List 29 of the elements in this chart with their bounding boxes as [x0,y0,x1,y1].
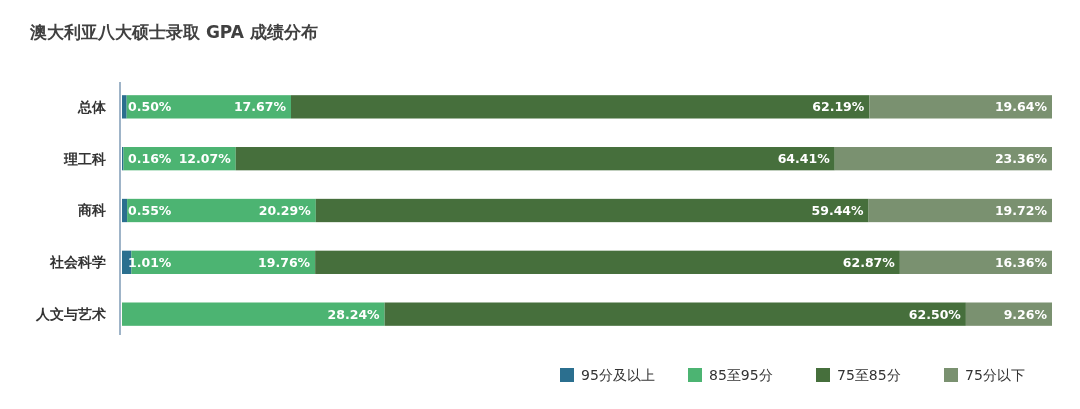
data-label: 59.44% [811,202,865,218]
data-label: 16.36% [994,254,1048,270]
y-tick-label: 总体 [77,98,107,115]
y-tick-label: 商科 [77,202,106,219]
data-label: 64.41% [777,151,831,167]
y-tick-label: 人文与艺术 [35,306,106,323]
chart-title: 澳大利亚八大硕士录取 GPA 成绩分布 [29,22,318,42]
data-label: 19.76% [258,254,311,270]
data-label: 12.07% [178,151,232,167]
data-label: 23.36% [994,151,1048,167]
data-label: 0.50% [128,99,172,115]
data-label: 17.67% [233,99,287,115]
data-label: 9.26% [1003,306,1048,322]
data-label: 28.24% [327,306,381,322]
data-label: 19.64% [994,99,1048,115]
data-label: 62.87% [842,254,896,270]
data-label: 19.72% [994,202,1048,218]
data-label: 1.01% [128,254,172,270]
data-label: 0.16% [128,151,172,167]
data-label: 20.29% [258,202,312,218]
y-tick-label: 理工科 [63,150,106,167]
legend-label: 75分以下 [965,366,1025,383]
data-label: 0.55% [128,202,172,218]
data-label: 62.19% [812,99,865,115]
y-tick-label: 社会科学 [49,254,106,271]
legend-label: 75至85分 [837,366,901,383]
legend-label: 95分及以上 [581,366,655,383]
data-label: 62.50% [908,306,962,322]
legend-label: 85至95分 [709,366,773,383]
